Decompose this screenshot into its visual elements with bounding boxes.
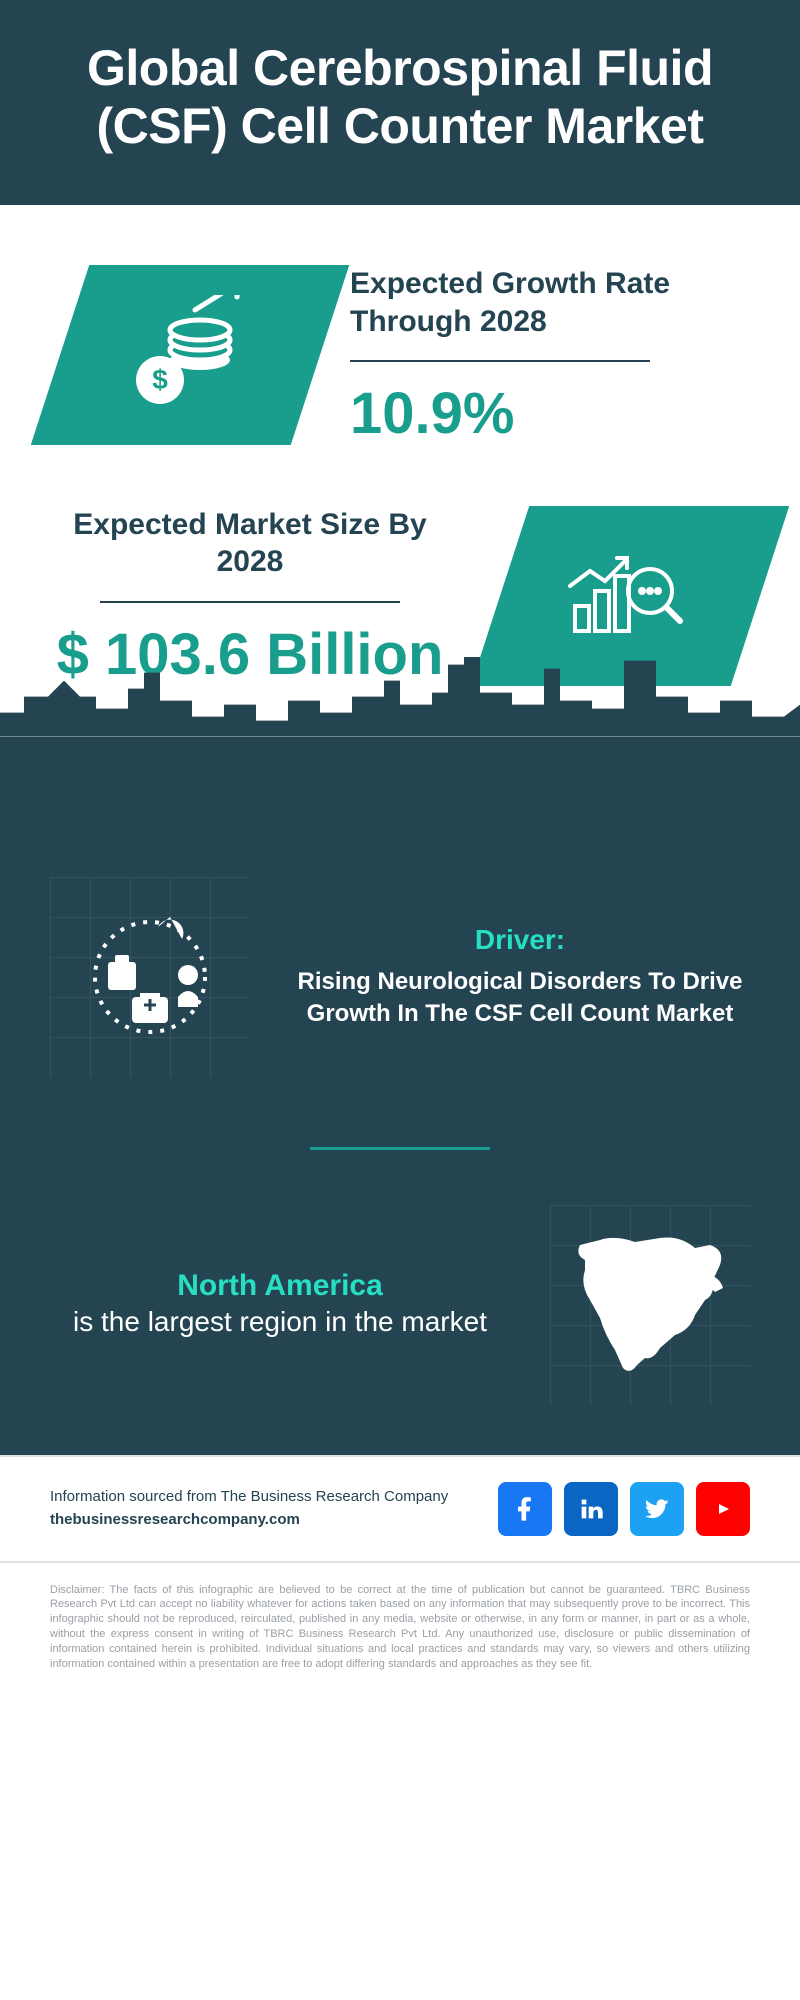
region-row: North America is the largest region in t… — [50, 1205, 750, 1405]
stat-row-size: Expected Market Size By 2028 $ 103.6 Bil… — [50, 506, 750, 687]
chart-search-icon — [545, 536, 695, 656]
source-line1: Information sourced from The Business Re… — [50, 1486, 448, 1509]
divider — [100, 601, 400, 603]
driver-label: Driver: — [290, 924, 750, 956]
region-name: North America — [50, 1269, 510, 1303]
driver-body: Rising Neurological Disorders To Drive G… — [290, 966, 750, 1028]
growth-stat: Expected Growth Rate Through 2028 10.9% — [350, 265, 750, 446]
region-body: is the largest region in the market — [50, 1303, 510, 1341]
facebook-icon[interactable] — [498, 1482, 552, 1536]
twitter-icon[interactable] — [630, 1482, 684, 1536]
region-text: North America is the largest region in t… — [50, 1269, 510, 1341]
section-separator — [310, 1147, 490, 1150]
skyline-divider — [0, 737, 800, 877]
region-icon-block — [550, 1205, 750, 1405]
svg-text:$: $ — [152, 364, 168, 395]
footer-source: Information sourced from The Business Re… — [50, 1486, 448, 1531]
money-growth-icon: $ — [105, 295, 255, 415]
size-value: $ 103.6 Billion — [50, 623, 450, 687]
stats-section: $ Expected Growth Rate Through 2028 10.9… — [0, 205, 800, 737]
disclaimer: Disclaimer: The facts of this infographi… — [0, 1563, 800, 1712]
growth-value: 10.9% — [350, 382, 750, 446]
stat-row-growth: $ Expected Growth Rate Through 2028 10.9… — [50, 265, 750, 446]
size-stat: Expected Market Size By 2028 $ 103.6 Bil… — [50, 506, 450, 687]
divider — [350, 360, 650, 362]
size-icon-block — [490, 506, 750, 686]
driver-text: Driver: Rising Neurological Disorders To… — [290, 924, 750, 1028]
youtube-icon[interactable] — [696, 1482, 750, 1536]
page-title: Global Cerebrospinal Fluid (CSF) Cell Co… — [50, 40, 750, 155]
footer: Information sourced from The Business Re… — [0, 1455, 800, 1563]
growth-icon-block: $ — [50, 265, 310, 445]
source-line2: thebusinessresearchcompany.com — [50, 1511, 300, 1528]
healthcare-network-icon — [70, 897, 230, 1057]
north-america-map-icon — [565, 1230, 735, 1380]
header: Global Cerebrospinal Fluid (CSF) Cell Co… — [0, 0, 800, 205]
driver-row: Driver: Rising Neurological Disorders To… — [50, 877, 750, 1077]
driver-icon-block — [50, 877, 250, 1077]
size-title: Expected Market Size By 2028 — [50, 506, 450, 581]
growth-title: Expected Growth Rate Through 2028 — [350, 265, 750, 340]
linkedin-icon[interactable] — [564, 1482, 618, 1536]
social-links — [498, 1482, 750, 1536]
dark-section: Driver: Rising Neurological Disorders To… — [0, 877, 800, 1455]
